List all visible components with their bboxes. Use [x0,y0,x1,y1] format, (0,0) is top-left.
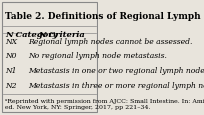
Text: Metastasis in one or two regional lymph nodes.: Metastasis in one or two regional lymph … [28,66,204,74]
Text: Metastasis in three or more regional lymph nodes.: Metastasis in three or more regional lym… [28,81,204,89]
Text: N1: N1 [5,66,17,74]
Text: N0: N0 [5,52,17,60]
Text: Regional lymph nodes cannot be assessed.: Regional lymph nodes cannot be assessed. [28,37,193,45]
Text: N Category: N Category [5,31,58,39]
Text: ᵃReprinted with permission from AJCC: Small Intestine. In: Amin MB, Edge SR, G
e: ᵃReprinted with permission from AJCC: Sm… [5,98,204,109]
Text: N2: N2 [5,81,17,89]
Text: NX: NX [5,37,17,45]
Text: N Criteria: N Criteria [38,31,85,39]
Text: No regional lymph node metastasis.: No regional lymph node metastasis. [28,52,167,60]
Text: Table 2. Definitions of Regional Lymph Node (N)ᵃ: Table 2. Definitions of Regional Lymph N… [5,12,204,20]
